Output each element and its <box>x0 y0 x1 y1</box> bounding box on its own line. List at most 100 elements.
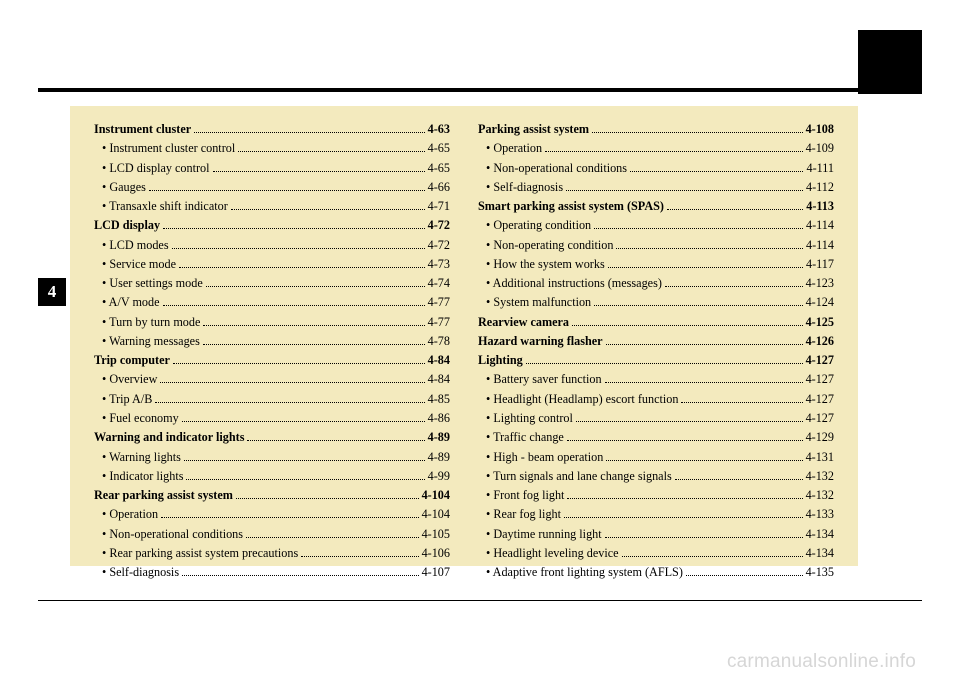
toc-leader-dots <box>675 479 803 480</box>
toc-entry-page: 4-65 <box>428 139 450 158</box>
toc-entry-page: 4-78 <box>428 332 450 351</box>
toc-leader-dots <box>247 440 424 441</box>
toc-entry-page: 4-133 <box>806 505 834 524</box>
toc-entry-label: Operating condition <box>486 216 591 235</box>
toc-entry-label: Self-diagnosis <box>486 178 563 197</box>
toc-leader-dots <box>179 267 425 268</box>
toc-entry-page: 4-125 <box>806 313 834 332</box>
toc-leader-dots <box>564 517 803 518</box>
toc-entry-label: Non-operational conditions <box>486 159 627 178</box>
toc-leader-dots <box>194 132 425 133</box>
toc-columns: Instrument cluster4-63Instrument cluster… <box>94 120 834 552</box>
toc-sub-row: Non-operational conditions4-105 <box>94 525 450 544</box>
toc-entry-label: Instrument cluster <box>94 120 191 139</box>
toc-entry-page: 4-89 <box>428 448 450 467</box>
toc-sub-row: Headlight leveling device4-134 <box>478 544 834 563</box>
toc-sub-row: System malfunction4-124 <box>478 293 834 312</box>
toc-entry-label: Headlight leveling device <box>486 544 619 563</box>
toc-entry-page: 4-72 <box>428 216 450 235</box>
toc-sub-row: Instrument cluster control 4-65 <box>94 139 450 158</box>
toc-sub-row: Fuel economy4-86 <box>94 409 450 428</box>
toc-leader-dots <box>665 286 803 287</box>
toc-content-box: Instrument cluster4-63Instrument cluster… <box>70 106 858 566</box>
toc-entry-label: Non-operating condition <box>486 236 613 255</box>
toc-sub-row: Daytime running light4-134 <box>478 525 834 544</box>
toc-section-row: Hazard warning flasher 4-126 <box>478 332 834 351</box>
toc-entry-label: Trip A/B <box>102 390 152 409</box>
toc-entry-label: Turn by turn mode <box>102 313 200 332</box>
toc-sub-row: LCD display control4-65 <box>94 159 450 178</box>
toc-sub-row: Service mode4-73 <box>94 255 450 274</box>
toc-entry-label: Gauges <box>102 178 146 197</box>
toc-entry-label: Trip computer <box>94 351 170 370</box>
toc-entry-label: Rear fog light <box>486 505 561 524</box>
toc-entry-label: Lighting control <box>486 409 573 428</box>
chapter-tab: 4 <box>38 278 66 306</box>
toc-entry-label: Rear parking assist system precautions <box>102 544 298 563</box>
toc-leader-dots <box>172 248 425 249</box>
toc-section-row: LCD display 4-72 <box>94 216 450 235</box>
toc-entry-label: Hazard warning flasher <box>478 332 603 351</box>
toc-entry-page: 4-72 <box>428 236 450 255</box>
toc-section-row: Rear parking assist system4-104 <box>94 486 450 505</box>
toc-entry-page: 4-132 <box>806 486 834 505</box>
toc-entry-label: High - beam operation <box>486 448 603 467</box>
toc-entry-label: Operation <box>486 139 542 158</box>
toc-entry-page: 4-107 <box>422 563 450 582</box>
toc-leader-dots <box>173 363 425 364</box>
toc-section-row: Warning and indicator lights4-89 <box>94 428 450 447</box>
toc-column-left: Instrument cluster4-63Instrument cluster… <box>94 120 450 552</box>
toc-entry-label: Warning and indicator lights <box>94 428 244 447</box>
toc-entry-label: Rearview camera <box>478 313 569 332</box>
toc-entry-label: Operation <box>102 505 158 524</box>
bottom-rule <box>38 600 922 601</box>
toc-entry-label: Battery saver function <box>486 370 602 389</box>
toc-column-right: Parking assist system 4-108 Operation 4-109… <box>478 120 834 552</box>
toc-entry-page: 4-74 <box>428 274 450 293</box>
toc-entry-page: 4-127 <box>806 370 834 389</box>
watermark-text: carmanualsonline.info <box>727 651 916 673</box>
toc-sub-row: Operation4-104 <box>94 505 450 524</box>
toc-leader-dots <box>567 440 803 441</box>
toc-entry-page: 4-127 <box>806 409 834 428</box>
toc-leader-dots <box>681 402 802 403</box>
toc-entry-label: Instrument cluster control <box>102 139 235 158</box>
toc-entry-page: 4-108 <box>806 120 834 139</box>
toc-entry-label: Front fog light <box>486 486 564 505</box>
toc-sub-row: A/V mode4-77 <box>94 293 450 312</box>
toc-sub-row: Adaptive front lighting system (AFLS)4-1… <box>478 563 834 582</box>
toc-section-row: Smart parking assist system (SPAS)4-113 <box>478 197 834 216</box>
toc-sub-row: Warning messages 4-78 <box>94 332 450 351</box>
toc-leader-dots <box>594 305 802 306</box>
toc-leader-dots <box>163 228 425 229</box>
toc-entry-page: 4-99 <box>428 467 450 486</box>
toc-entry-label: Service mode <box>102 255 176 274</box>
toc-sub-row: Operating condition4-114 <box>478 216 834 235</box>
toc-entry-page: 4-113 <box>806 197 834 216</box>
toc-sub-row: Gauges4-66 <box>94 178 450 197</box>
toc-entry-page: 4-65 <box>428 159 450 178</box>
toc-sub-row: Operation 4-109 <box>478 139 834 158</box>
toc-entry-label: How the system works <box>486 255 605 274</box>
toc-entry-page: 4-111 <box>806 159 834 178</box>
toc-entry-label: Overview <box>102 370 157 389</box>
toc-entry-label: Warning messages <box>102 332 200 351</box>
toc-sub-row: Lighting control 4-127 <box>478 409 834 428</box>
toc-sub-row: Overview 4-84 <box>94 370 450 389</box>
toc-entry-page: 4-84 <box>428 370 450 389</box>
toc-sub-row: Headlight (Headlamp) escort function4-12… <box>478 390 834 409</box>
toc-entry-page: 4-109 <box>806 139 834 158</box>
toc-entry-label: LCD display <box>94 216 160 235</box>
chapter-number: 4 <box>48 282 57 302</box>
toc-sub-row: User settings mode4-74 <box>94 274 450 293</box>
toc-section-row: Lighting4-127 <box>478 351 834 370</box>
toc-leader-dots <box>667 209 803 210</box>
toc-leader-dots <box>163 305 425 306</box>
toc-sub-row: High - beam operation4-131 <box>478 448 834 467</box>
toc-entry-page: 4-106 <box>422 544 450 563</box>
toc-entry-page: 4-126 <box>806 332 834 351</box>
toc-leader-dots <box>238 151 424 152</box>
toc-entry-page: 4-71 <box>428 197 450 216</box>
toc-sub-row: Self-diagnosis4-107 <box>94 563 450 582</box>
toc-entry-label: Parking assist system <box>478 120 589 139</box>
